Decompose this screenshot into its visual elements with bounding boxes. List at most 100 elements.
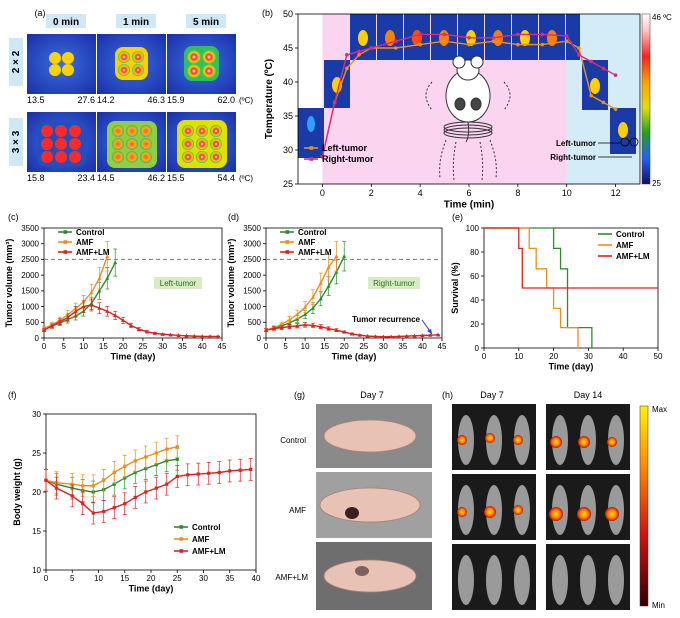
x-tick-label: 15 xyxy=(99,342,108,351)
y-tick-label: 2500 xyxy=(243,255,261,264)
panel-a: (a) 0 min 1 min 5 min 2 × 2 3 × 3 xyxy=(9,8,253,183)
legend-label: AMF xyxy=(192,535,209,544)
legend-marker xyxy=(179,525,184,529)
thermal-insets xyxy=(298,14,636,158)
panel-d: (d) 0 5 10 15 20 25 30 35 40 45 0 500 1000 1500 2000 25… xyxy=(226,212,447,361)
series-line-amf-lm xyxy=(45,468,251,514)
data-point xyxy=(389,334,394,339)
row-label-control: Control xyxy=(280,436,306,445)
data-point xyxy=(186,473,190,477)
legend-label: AMF+LM xyxy=(192,547,226,556)
data-point xyxy=(295,312,300,317)
tag-box xyxy=(154,277,202,289)
data-point xyxy=(144,467,148,471)
data-point xyxy=(113,313,118,317)
data-point xyxy=(97,276,102,280)
colorbar-max-label: Max xyxy=(652,405,667,414)
y-tick-label: 100 xyxy=(466,224,480,233)
y-tick-label: 20 xyxy=(470,320,479,329)
data-point xyxy=(168,332,173,337)
photo-title: Day 7 xyxy=(360,390,384,400)
data-point xyxy=(175,474,179,478)
row-label-amf: AMF xyxy=(289,506,306,515)
range-min: 14.5 xyxy=(97,173,115,183)
y-axis-label: Temperature (ºC) xyxy=(264,59,275,139)
colorbar-max: 46 ºC xyxy=(652,13,672,22)
data-point xyxy=(89,302,94,307)
x-axis-label: Time (min) xyxy=(444,200,494,211)
data-point xyxy=(357,53,361,57)
data-point xyxy=(373,334,378,339)
data-point xyxy=(121,318,126,322)
chart-c: 0 5 10 15 20 25 30 35 40 45 0 500 1000 1500 2000 2500 30… xyxy=(4,224,227,362)
data-point xyxy=(152,331,157,335)
y-tick-label: 500 xyxy=(26,318,40,327)
y-tick-label: 1000 xyxy=(243,302,261,311)
y-axis-label: Tumor volume (mm³) xyxy=(4,239,14,328)
y-tick-label: 0 xyxy=(257,334,262,343)
data-point xyxy=(310,294,315,299)
data-point xyxy=(318,280,323,285)
y-tick-label: 50 xyxy=(283,9,293,19)
chart-d: 0 5 10 15 20 25 30 35 40 45 0 500 1000 1500 2000 2500 30… xyxy=(226,224,447,362)
x-tick-label: 10 xyxy=(514,352,523,361)
x-tick-label: 40 xyxy=(418,342,427,351)
data-point xyxy=(601,100,606,105)
data-point xyxy=(326,265,331,269)
data-point xyxy=(165,447,169,451)
data-point xyxy=(287,317,292,322)
x-tick-label: 0 xyxy=(42,342,47,351)
series-line-control xyxy=(265,255,345,331)
legend-marker xyxy=(179,549,184,553)
data-point xyxy=(113,260,118,265)
data-point xyxy=(91,511,95,515)
x-tick-label: 35 xyxy=(178,342,187,351)
x-tick-label: 30 xyxy=(158,342,167,351)
data-point xyxy=(112,506,116,510)
data-point xyxy=(303,312,308,317)
data-point xyxy=(65,315,70,320)
mouse-illustration xyxy=(445,55,491,143)
data-point xyxy=(334,254,339,258)
data-point xyxy=(249,467,253,471)
panel-h: (h) Day 7 Day 14 Max Min xyxy=(442,390,667,610)
data-point xyxy=(49,323,54,328)
data-point xyxy=(105,276,110,280)
range-min: 15.8 xyxy=(27,173,45,183)
x-tick-label: 10 xyxy=(562,188,572,198)
y-tick-label: 0 xyxy=(475,344,480,353)
y-tick-label: 35 xyxy=(283,111,293,121)
data-point xyxy=(175,457,179,461)
arrowhead xyxy=(427,329,432,334)
data-point xyxy=(81,304,86,309)
y-tick-label: 30 xyxy=(283,145,293,155)
x-tick-label: 25 xyxy=(173,574,182,583)
chart-b: 0 2 4 6 8 10 12 25 30 35 40 45 50 Time (min) Temperatu… xyxy=(264,9,641,211)
legend-marker xyxy=(309,146,314,150)
data-point xyxy=(491,36,496,40)
x-tick-label: 4 xyxy=(418,188,423,198)
tag-box xyxy=(368,277,420,289)
series-line-amf-lm xyxy=(43,304,219,338)
panel-g: (g) Day 7 Control AMF AMF+LM xyxy=(275,390,432,610)
x-tick-label: 20 xyxy=(549,352,558,361)
x-tick-label: 10 xyxy=(79,342,88,351)
legend-marker xyxy=(63,250,68,254)
panel-label-a: (a) xyxy=(35,8,46,18)
legend-label: Control xyxy=(76,228,104,237)
x-tick-label: 0 xyxy=(320,188,325,198)
series-line-control xyxy=(484,227,593,348)
data-point xyxy=(295,323,300,328)
y-tick-label: 15 xyxy=(32,527,41,536)
y-tick-label: 3500 xyxy=(21,224,39,233)
x-tick-label: 8 xyxy=(515,188,520,198)
x-axis-label: Time (day) xyxy=(111,351,156,361)
data-point xyxy=(200,334,205,339)
series-line-amf xyxy=(265,255,337,331)
panel-f: (f) 0 5 10 15 20 25 30 35 40 10 15 20 25 30 Time (day)… xyxy=(8,390,261,593)
x-tick-label: 40 xyxy=(198,342,207,351)
coil-icon xyxy=(425,81,511,181)
data-point xyxy=(136,327,141,331)
x-tick-label: 45 xyxy=(438,342,447,351)
range-max: 62.0 xyxy=(217,95,235,105)
